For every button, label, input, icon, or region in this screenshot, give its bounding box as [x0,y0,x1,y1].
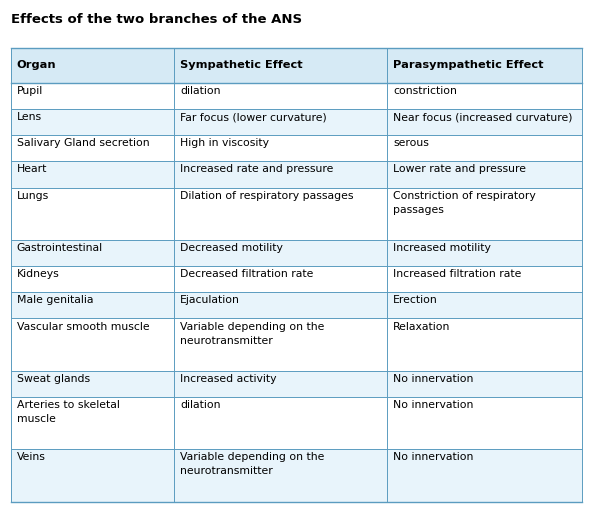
Bar [11,266,582,292]
Text: Far focus (lower curvature): Far focus (lower curvature) [180,112,327,122]
Text: Increased activity: Increased activity [180,374,276,384]
Bar [11,161,582,188]
Text: Relaxation: Relaxation [393,321,451,332]
Text: Decreased motility: Decreased motility [180,243,283,253]
Text: Arteries to skeletal
muscle: Arteries to skeletal muscle [17,400,119,424]
Text: Sweat glands: Sweat glands [17,374,90,384]
Text: Effects of the two branches of the ANS: Effects of the two branches of the ANS [11,13,302,26]
Text: Ejaculation: Ejaculation [180,295,240,306]
Text: Constriction of respiratory
passages: Constriction of respiratory passages [393,191,536,215]
Text: Dilation of respiratory passages: Dilation of respiratory passages [180,191,353,201]
Bar [11,292,582,318]
Bar [11,371,582,397]
Text: Pupil: Pupil [17,86,43,96]
Text: Male genitalia: Male genitalia [17,295,93,306]
Text: Increased rate and pressure: Increased rate and pressure [180,165,333,174]
Bar [11,109,582,135]
Text: No innervation: No innervation [393,453,474,462]
Bar [11,397,582,450]
Text: Near focus (increased curvature): Near focus (increased curvature) [393,112,573,122]
Text: Veins: Veins [17,453,46,462]
Text: High in viscosity: High in viscosity [180,138,269,148]
Text: Erection: Erection [393,295,438,306]
Text: constriction: constriction [393,86,457,96]
Text: Gastrointestinal: Gastrointestinal [17,243,103,253]
Text: serous: serous [393,138,429,148]
Bar [11,48,582,83]
Text: Kidneys: Kidneys [17,269,59,279]
Text: Heart: Heart [17,165,47,174]
Text: No innervation: No innervation [393,374,474,384]
Bar [11,240,582,266]
Bar [11,188,582,240]
Bar [11,83,582,109]
Text: Variable depending on the
neurotransmitter: Variable depending on the neurotransmitt… [180,321,324,345]
Text: Salivary Gland secretion: Salivary Gland secretion [17,138,149,148]
Bar [11,318,582,371]
Bar [11,450,582,502]
Text: Parasympathetic Effect: Parasympathetic Effect [393,60,544,71]
Text: Sympathetic Effect: Sympathetic Effect [180,60,302,71]
Bar [11,135,582,161]
Text: Vascular smooth muscle: Vascular smooth muscle [17,321,149,332]
Text: dilation: dilation [180,400,221,410]
Text: Increased motility: Increased motility [393,243,491,253]
Text: No innervation: No innervation [393,400,474,410]
Text: Lungs: Lungs [17,191,49,201]
Text: Lens: Lens [17,112,42,122]
Text: Lower rate and pressure: Lower rate and pressure [393,165,526,174]
Text: Increased filtration rate: Increased filtration rate [393,269,522,279]
Text: Decreased filtration rate: Decreased filtration rate [180,269,313,279]
Text: Variable depending on the
neurotransmitter: Variable depending on the neurotransmitt… [180,453,324,476]
Text: dilation: dilation [180,86,221,96]
Text: Organ: Organ [17,60,56,71]
